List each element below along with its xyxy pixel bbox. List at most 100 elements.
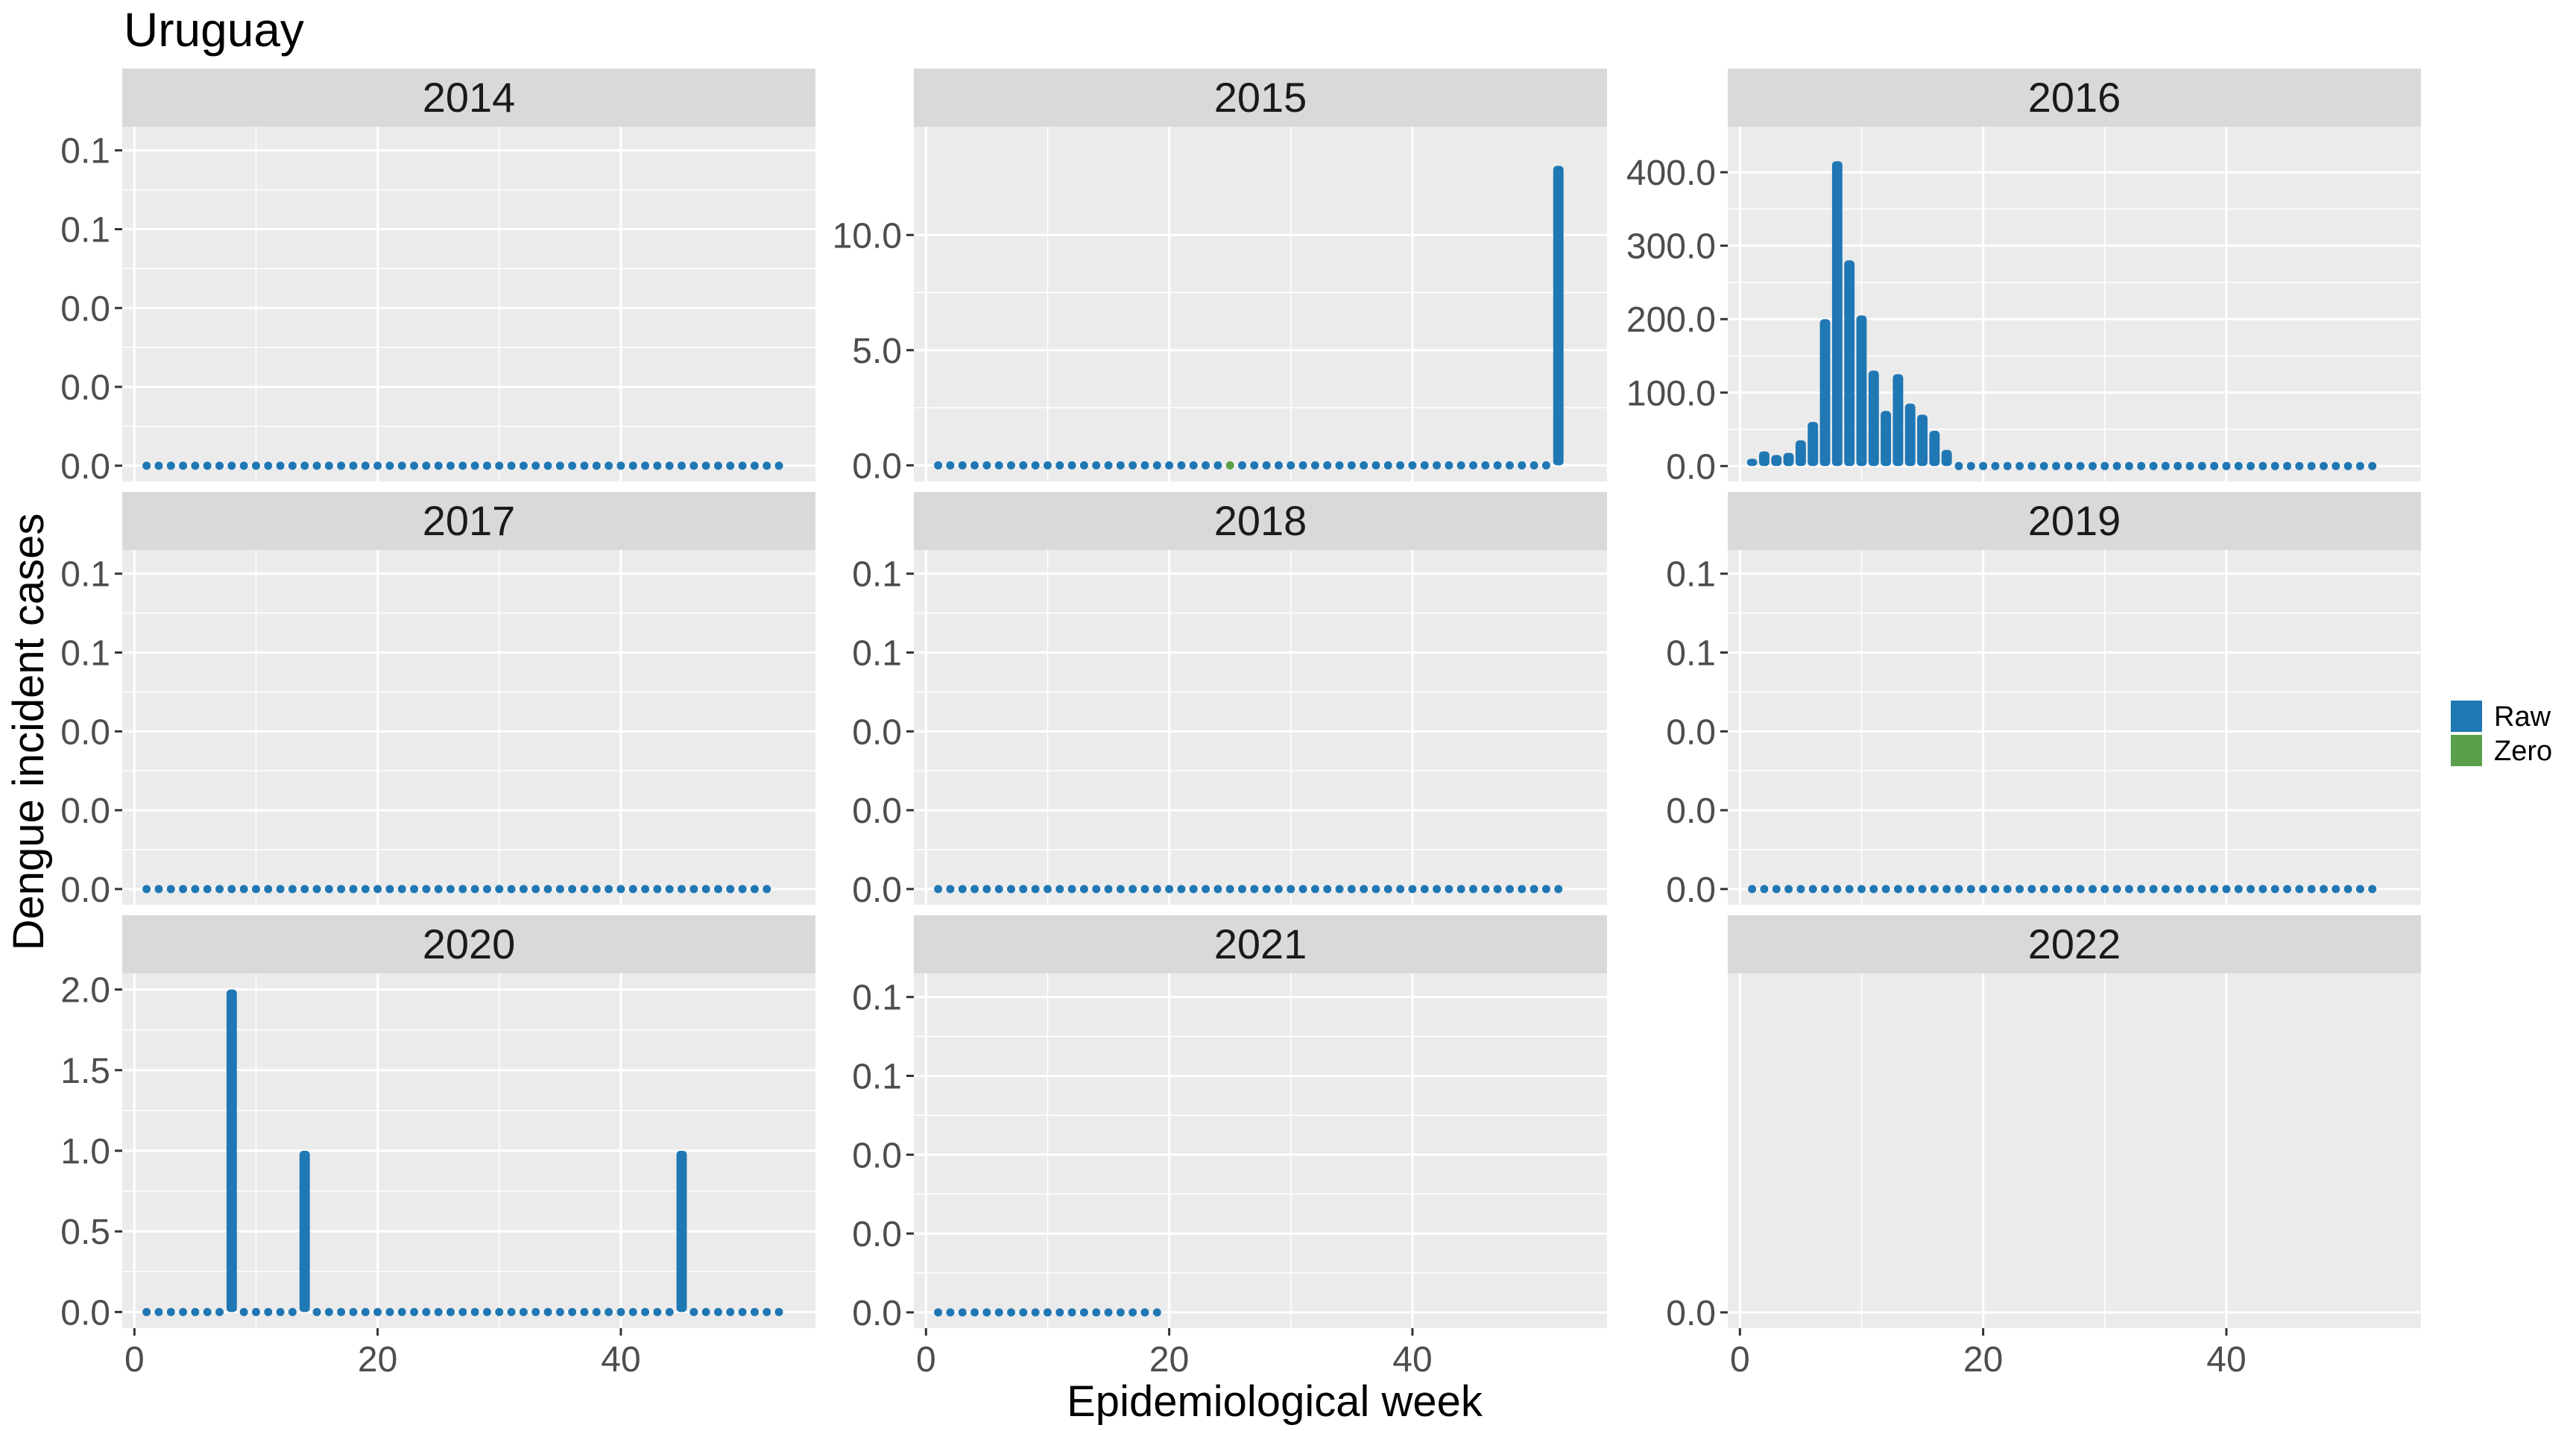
- point-week-20: [373, 885, 382, 894]
- strip-2022: [1728, 915, 2421, 973]
- strip-2018: [914, 492, 1607, 550]
- point-week-42: [2247, 885, 2255, 894]
- point-week-12: [276, 885, 285, 894]
- y-tick-label: 0.0: [60, 871, 110, 910]
- strip-label-2017: 2017: [423, 497, 516, 544]
- point-week-51: [1541, 461, 1550, 470]
- point-week-41: [2234, 885, 2243, 894]
- point-week-34: [2149, 461, 2158, 470]
- point-week-1: [142, 461, 151, 470]
- point-week-31: [507, 1307, 516, 1316]
- plot-panel-2019: [1728, 550, 2421, 905]
- point-week-28: [470, 1307, 479, 1316]
- legend-key-zero: [2451, 735, 2482, 766]
- point-week-48: [713, 1307, 722, 1316]
- point-week-12: [276, 1307, 285, 1316]
- point-week-10: [251, 461, 260, 470]
- point-week-42: [641, 1307, 650, 1316]
- panel-2018: 2018 0.0 0.0 0.0 0.1 0.1: [852, 492, 1607, 910]
- point-week-16: [1930, 885, 1939, 894]
- point-week-11: [264, 885, 273, 894]
- point-week-15: [1104, 1308, 1113, 1317]
- point-week-21: [1177, 885, 1186, 894]
- y-tick-label: 0.0: [1666, 871, 1716, 910]
- point-week-49: [726, 1307, 735, 1316]
- point-week-41: [1420, 461, 1429, 470]
- point-week-4: [970, 461, 979, 470]
- point-week-10: [1043, 461, 1052, 470]
- point-week-17: [337, 1307, 346, 1316]
- point-week-9: [239, 885, 248, 894]
- strip-2017: [122, 492, 815, 550]
- point-week-1: [1748, 885, 1757, 894]
- point-week-48: [713, 461, 722, 470]
- x-tick-label: 20: [1149, 1340, 1189, 1380]
- y-tick-label: 0.0: [852, 1136, 902, 1175]
- point-week-11: [1055, 1308, 1064, 1317]
- point-week-2: [946, 885, 955, 894]
- x-tick-label: 40: [1392, 1340, 1432, 1380]
- point-week-47: [2307, 885, 2316, 894]
- point-week-8: [1833, 885, 1842, 894]
- point-week-36: [568, 1307, 577, 1316]
- strip-label-2015: 2015: [1214, 74, 1307, 121]
- point-week-3: [166, 1307, 175, 1316]
- x-tick-label: 0: [124, 1340, 145, 1380]
- point-week-42: [1433, 885, 1442, 894]
- point-week-6: [994, 1308, 1003, 1317]
- panel-2019: 2019 0.0 0.0 0.0 0.1 0.1: [1666, 492, 2421, 910]
- panel-2022: 2022 0.0 0 20 40: [1666, 915, 2421, 1380]
- point-week-36: [568, 461, 577, 470]
- point-week-39: [1396, 461, 1405, 470]
- point-week-29: [1274, 885, 1283, 894]
- point-week-13: [1079, 1308, 1088, 1317]
- point-week-18: [1140, 885, 1149, 894]
- point-week-12: [1881, 885, 1890, 894]
- point-week-29: [482, 1307, 491, 1316]
- point-week-31: [1298, 461, 1307, 470]
- point-week-50: [738, 885, 747, 894]
- point-week-15: [312, 1307, 321, 1316]
- point-week-2: [154, 885, 163, 894]
- point-week-38: [2197, 461, 2206, 470]
- y-tick-label: 0.1: [60, 555, 110, 595]
- point-week-41: [628, 1307, 637, 1316]
- point-week-43: [653, 885, 662, 894]
- point-week-8: [227, 461, 236, 470]
- point-week-34: [543, 461, 552, 470]
- bar-week-6: [1808, 422, 1819, 467]
- y-tick-label: 5.0: [852, 332, 902, 371]
- point-week-45: [1469, 885, 1478, 894]
- point-week-35: [555, 461, 564, 470]
- plot-panel-2021: [914, 973, 1607, 1328]
- point-week-35: [555, 885, 564, 894]
- point-week-6: [994, 461, 1003, 470]
- point-week-44: [665, 461, 674, 470]
- point-week-14: [300, 885, 309, 894]
- point-week-17: [1128, 885, 1137, 894]
- point-week-29: [2088, 885, 2097, 894]
- x-tick-label: 0: [1730, 1340, 1750, 1380]
- point-week-12: [1067, 461, 1076, 470]
- point-week-21: [1991, 461, 2000, 470]
- point-week-19: [361, 461, 370, 470]
- point-week-7: [1007, 1308, 1016, 1317]
- point-week-2: [154, 1307, 163, 1316]
- legend-label-raw: Raw: [2494, 701, 2551, 733]
- y-tick-label: 0.0: [1666, 792, 1716, 831]
- point-week-41: [2234, 461, 2243, 470]
- strip-label-2020: 2020: [423, 920, 516, 967]
- point-week-46: [1481, 885, 1490, 894]
- point-week-34: [543, 885, 552, 894]
- point-week-11: [1055, 885, 1064, 894]
- point-week-33: [2137, 885, 2146, 894]
- point-week-14: [1906, 885, 1915, 894]
- point-week-19: [1966, 885, 1975, 894]
- point-week-24: [1213, 461, 1222, 470]
- panel-2021: 2021 0.0 0.0 0.0 0.1 0.1 0 20 40: [852, 915, 1607, 1380]
- point-week-38: [1383, 461, 1392, 470]
- point-week-9: [1845, 885, 1854, 894]
- y-tick-label: 400.0: [1626, 154, 1716, 193]
- point-week-50: [1530, 461, 1538, 470]
- point-week-50: [1530, 885, 1538, 894]
